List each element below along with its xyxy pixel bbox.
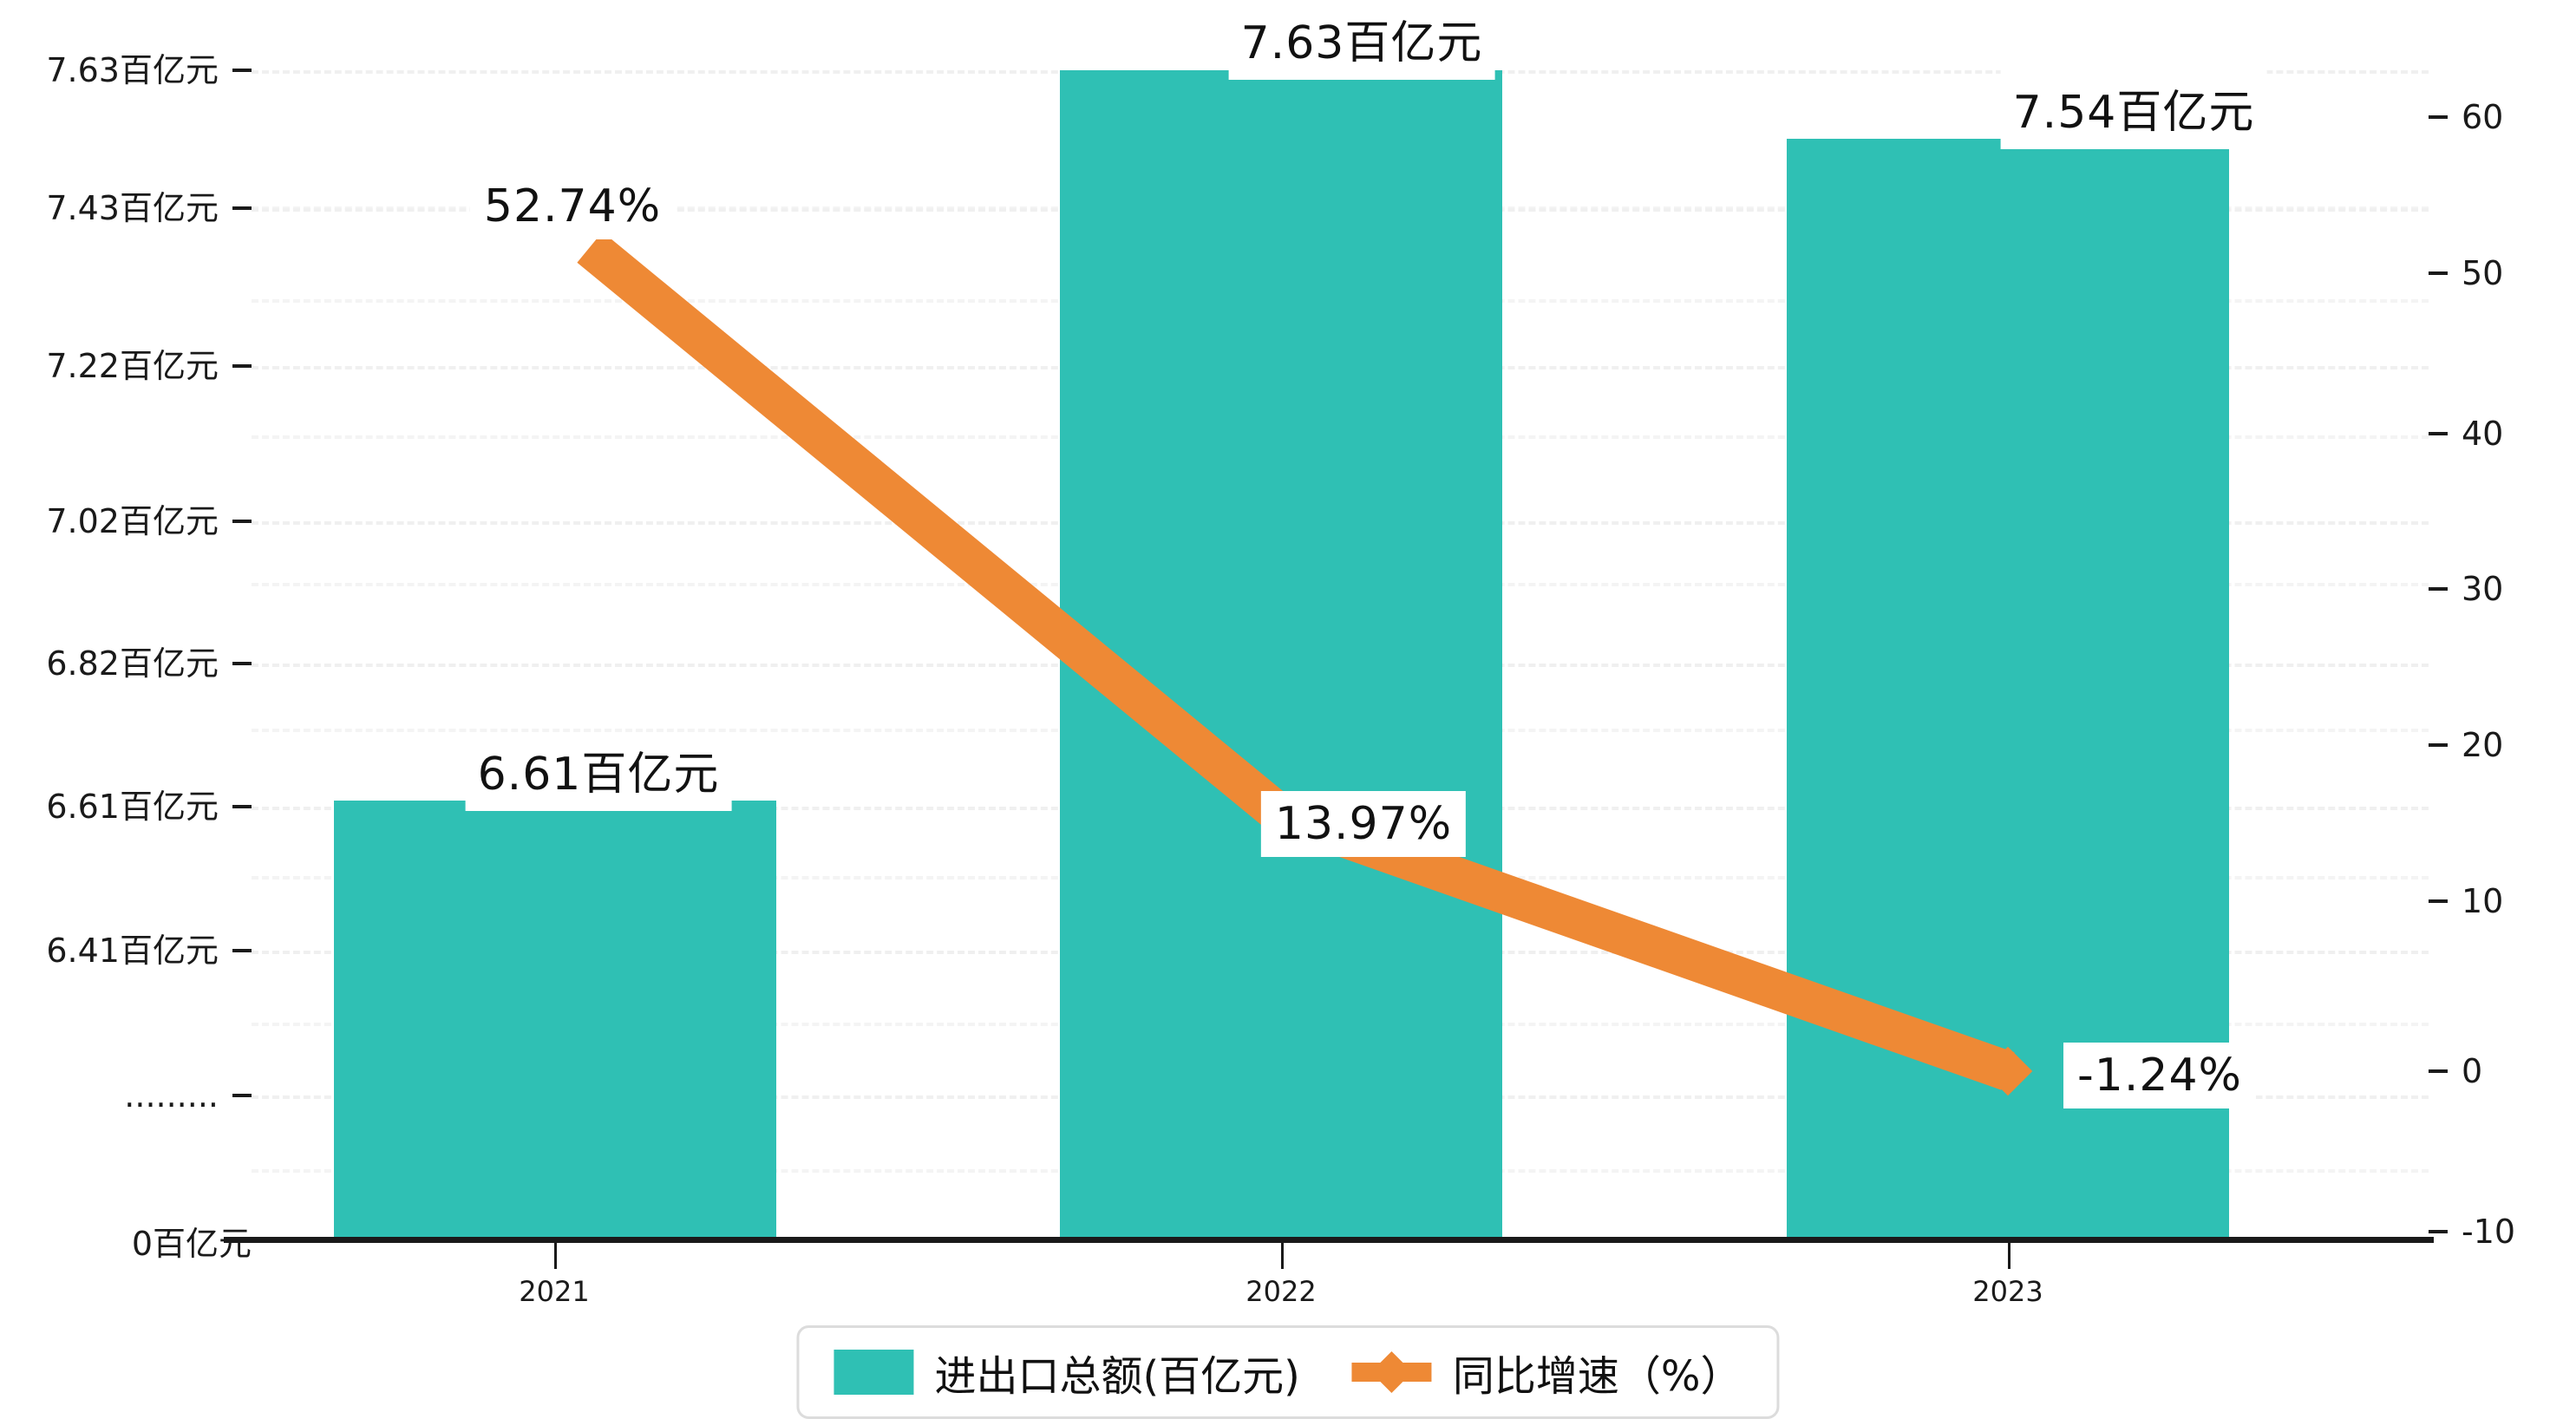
y-axis-right: 60 50 40 30 20 10 0 -10 [2429, 0, 2576, 1416]
legend-bar-swatch-icon [834, 1350, 914, 1395]
tick-dash [232, 662, 252, 665]
y-tick-right-50: 50 [2429, 257, 2503, 290]
bar-value-label-2023: 7.54百亿元 [2000, 70, 2267, 149]
tick-dash [2429, 432, 2448, 435]
y-tick-right-40: 40 [2429, 417, 2503, 450]
legend-item-import-export-total[interactable]: 进出口总额(百亿元) [834, 1342, 1300, 1403]
y-tick-left-6-61: 6.61百亿元 [46, 790, 252, 823]
tick-dash [232, 69, 252, 72]
line-value-label-2021: 52.74% [469, 173, 676, 239]
legend-label: 同比增速（%） [1452, 1352, 1742, 1401]
tick-dash [232, 364, 252, 368]
legend-diamond-marker [1370, 1350, 1413, 1394]
tick-dash [232, 520, 252, 523]
bar-2021[interactable] [334, 801, 776, 1237]
y-tick-right-0: 0 [2429, 1055, 2482, 1088]
x-axis-line [224, 1237, 2434, 1243]
y-tick-left-7-43: 7.43百亿元 [46, 192, 252, 225]
y-tick-left-label: 0百亿元 [131, 1225, 252, 1263]
y-tick-left-label: 7.43百亿元 [46, 189, 219, 227]
y-tick-right-minus-10: -10 [2429, 1215, 2515, 1248]
y-tick-left-label: 7.02百亿元 [46, 502, 219, 540]
y-tick-right-label: 50 [2462, 254, 2504, 292]
y-tick-right-label: 40 [2462, 415, 2504, 453]
y-axis-left: 7.63百亿元 7.43百亿元 7.22百亿元 7.02百亿元 6.82百亿元 … [0, 0, 252, 1416]
x-tick-mark-2021 [554, 1243, 557, 1269]
y-tick-left-label: 7.22百亿元 [46, 347, 219, 385]
x-tick-mark-2022 [1281, 1243, 1284, 1269]
tick-dash [232, 805, 252, 808]
y-tick-left-6-82: 6.82百亿元 [46, 647, 252, 680]
y-tick-left-7-02: 7.02百亿元 [46, 505, 252, 538]
y-tick-right-label: 0 [2462, 1052, 2483, 1090]
y-tick-left-label: 7.63百亿元 [46, 51, 219, 89]
bar-value-label-2022: 7.63百亿元 [1228, 1, 1495, 80]
tick-dash [2429, 1069, 2448, 1073]
y-tick-left-6-41: 6.41百亿元 [46, 934, 252, 967]
x-tick-mark-2023 [2008, 1243, 2010, 1269]
x-tick-label-2022: 2022 [1246, 1275, 1317, 1308]
tick-dash [232, 1094, 252, 1097]
y-tick-left-7-22: 7.22百亿元 [46, 350, 252, 383]
y-tick-right-label: 60 [2462, 98, 2504, 136]
y-tick-left-label: ......... [124, 1076, 219, 1115]
y-tick-right-label: 10 [2462, 882, 2504, 920]
legend-item-growth-rate[interactable]: 同比增速（%） [1351, 1342, 1742, 1403]
tick-dash [232, 949, 252, 952]
legend-label: 进出口总额(百亿元) [934, 1352, 1300, 1401]
bar-value-label-2021: 6.61百亿元 [465, 732, 732, 811]
y-tick-left-7-63: 7.63百亿元 [46, 54, 252, 87]
y-tick-left-label: 6.61百亿元 [46, 788, 219, 826]
y-tick-left-axis-break: ......... [124, 1079, 252, 1112]
tick-dash [232, 206, 252, 210]
line-value-label-2022: 13.97% [1260, 791, 1467, 857]
tick-dash [2429, 1230, 2448, 1233]
tick-dash [2429, 743, 2448, 747]
tick-dash [2429, 587, 2448, 591]
y-tick-right-60: 60 [2429, 101, 2503, 134]
tick-dash [2429, 899, 2448, 903]
legend-line-diamond-icon [1351, 1350, 1432, 1395]
x-tick-label-2023: 2023 [1972, 1275, 2043, 1308]
y-tick-left-label: 6.41百亿元 [46, 932, 219, 970]
y-tick-right-20: 20 [2429, 729, 2503, 762]
y-tick-right-10: 10 [2429, 885, 2503, 918]
tick-dash [2429, 271, 2448, 275]
y-tick-right-label: 30 [2462, 570, 2504, 608]
chart-legend: 进出口总额(百亿元) 同比增速（%） [796, 1325, 1780, 1419]
y-tick-left-0: 0百亿元 [132, 1227, 252, 1260]
y-tick-right-30: 30 [2429, 572, 2503, 605]
bar-2022[interactable] [1060, 70, 1502, 1237]
y-tick-left-label: 6.82百亿元 [46, 644, 219, 683]
y-tick-right-label: -10 [2462, 1213, 2516, 1251]
tick-dash [2429, 115, 2448, 119]
x-tick-label-2021: 2021 [519, 1275, 590, 1308]
line-value-label-2023: -1.24% [2063, 1043, 2256, 1108]
y-tick-right-label: 20 [2462, 726, 2504, 764]
